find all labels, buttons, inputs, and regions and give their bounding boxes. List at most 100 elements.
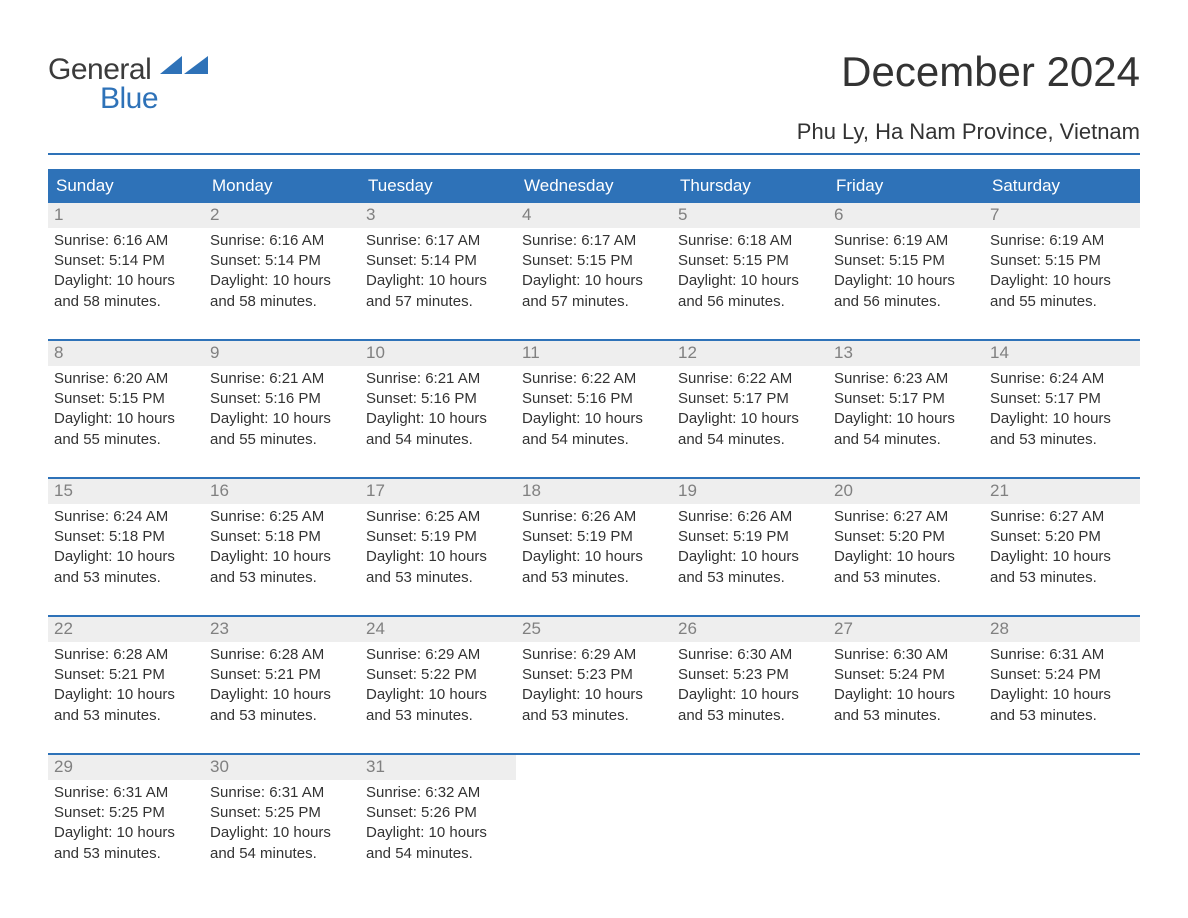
weekday-header-cell: Saturday — [984, 169, 1140, 203]
day-sunrise: Sunrise: 6:30 AM — [834, 645, 978, 665]
day-cell — [516, 755, 672, 873]
day-number: 24 — [360, 617, 516, 642]
day-dl2: and 53 minutes. — [522, 706, 666, 726]
day-number: 16 — [204, 479, 360, 504]
day-number — [672, 755, 828, 780]
day-cell: 15Sunrise: 6:24 AMSunset: 5:18 PMDayligh… — [48, 479, 204, 597]
week-row: 1Sunrise: 6:16 AMSunset: 5:14 PMDaylight… — [48, 203, 1140, 321]
day-number: 21 — [984, 479, 1140, 504]
day-body: Sunrise: 6:16 AMSunset: 5:14 PMDaylight:… — [204, 228, 360, 314]
day-sunset: Sunset: 5:16 PM — [366, 389, 510, 409]
day-body: Sunrise: 6:31 AMSunset: 5:24 PMDaylight:… — [984, 642, 1140, 728]
day-body: Sunrise: 6:24 AMSunset: 5:17 PMDaylight:… — [984, 366, 1140, 452]
day-dl2: and 54 minutes. — [210, 844, 354, 864]
day-sunrise: Sunrise: 6:21 AM — [366, 369, 510, 389]
day-cell: 5Sunrise: 6:18 AMSunset: 5:15 PMDaylight… — [672, 203, 828, 321]
location-subtitle: Phu Ly, Ha Nam Province, Vietnam — [48, 119, 1140, 155]
day-body: Sunrise: 6:28 AMSunset: 5:21 PMDaylight:… — [48, 642, 204, 728]
day-number: 7 — [984, 203, 1140, 228]
day-dl2: and 56 minutes. — [834, 292, 978, 312]
week-row: 15Sunrise: 6:24 AMSunset: 5:18 PMDayligh… — [48, 477, 1140, 597]
day-number: 30 — [204, 755, 360, 780]
day-cell: 22Sunrise: 6:28 AMSunset: 5:21 PMDayligh… — [48, 617, 204, 735]
day-cell: 29Sunrise: 6:31 AMSunset: 5:25 PMDayligh… — [48, 755, 204, 873]
day-cell: 6Sunrise: 6:19 AMSunset: 5:15 PMDaylight… — [828, 203, 984, 321]
day-number: 5 — [672, 203, 828, 228]
day-sunset: Sunset: 5:14 PM — [210, 251, 354, 271]
day-cell: 9Sunrise: 6:21 AMSunset: 5:16 PMDaylight… — [204, 341, 360, 459]
day-body: Sunrise: 6:26 AMSunset: 5:19 PMDaylight:… — [672, 504, 828, 590]
day-cell: 16Sunrise: 6:25 AMSunset: 5:18 PMDayligh… — [204, 479, 360, 597]
logo-text-blue: Blue — [100, 85, 158, 114]
day-dl2: and 53 minutes. — [54, 844, 198, 864]
day-body: Sunrise: 6:16 AMSunset: 5:14 PMDaylight:… — [48, 228, 204, 314]
day-number: 23 — [204, 617, 360, 642]
day-sunrise: Sunrise: 6:25 AM — [210, 507, 354, 527]
day-sunset: Sunset: 5:17 PM — [990, 389, 1134, 409]
day-cell: 19Sunrise: 6:26 AMSunset: 5:19 PMDayligh… — [672, 479, 828, 597]
day-dl2: and 54 minutes. — [834, 430, 978, 450]
day-dl2: and 54 minutes. — [522, 430, 666, 450]
calendar: SundayMondayTuesdayWednesdayThursdayFrid… — [48, 169, 1140, 873]
day-sunset: Sunset: 5:14 PM — [54, 251, 198, 271]
day-number: 25 — [516, 617, 672, 642]
day-sunset: Sunset: 5:25 PM — [210, 803, 354, 823]
day-body: Sunrise: 6:32 AMSunset: 5:26 PMDaylight:… — [360, 780, 516, 866]
day-body: Sunrise: 6:29 AMSunset: 5:23 PMDaylight:… — [516, 642, 672, 728]
day-dl2: and 58 minutes. — [210, 292, 354, 312]
day-cell: 8Sunrise: 6:20 AMSunset: 5:15 PMDaylight… — [48, 341, 204, 459]
day-dl2: and 53 minutes. — [678, 706, 822, 726]
day-number: 26 — [672, 617, 828, 642]
day-number: 3 — [360, 203, 516, 228]
day-dl1: Daylight: 10 hours — [522, 685, 666, 705]
day-number: 18 — [516, 479, 672, 504]
weekday-header-cell: Monday — [204, 169, 360, 203]
day-body: Sunrise: 6:17 AMSunset: 5:14 PMDaylight:… — [360, 228, 516, 314]
day-body: Sunrise: 6:23 AMSunset: 5:17 PMDaylight:… — [828, 366, 984, 452]
day-number — [516, 755, 672, 780]
day-sunrise: Sunrise: 6:22 AM — [678, 369, 822, 389]
day-sunrise: Sunrise: 6:30 AM — [678, 645, 822, 665]
day-sunrise: Sunrise: 6:26 AM — [522, 507, 666, 527]
day-dl1: Daylight: 10 hours — [366, 823, 510, 843]
day-dl1: Daylight: 10 hours — [210, 271, 354, 291]
weekday-header-cell: Sunday — [48, 169, 204, 203]
day-sunset: Sunset: 5:15 PM — [678, 251, 822, 271]
day-cell: 20Sunrise: 6:27 AMSunset: 5:20 PMDayligh… — [828, 479, 984, 597]
day-sunset: Sunset: 5:23 PM — [678, 665, 822, 685]
day-body: Sunrise: 6:18 AMSunset: 5:15 PMDaylight:… — [672, 228, 828, 314]
day-cell: 24Sunrise: 6:29 AMSunset: 5:22 PMDayligh… — [360, 617, 516, 735]
logo: General Blue — [48, 48, 208, 113]
day-sunset: Sunset: 5:21 PM — [54, 665, 198, 685]
day-body: Sunrise: 6:29 AMSunset: 5:22 PMDaylight:… — [360, 642, 516, 728]
day-sunset: Sunset: 5:17 PM — [834, 389, 978, 409]
day-dl1: Daylight: 10 hours — [522, 271, 666, 291]
day-dl2: and 57 minutes. — [366, 292, 510, 312]
day-dl1: Daylight: 10 hours — [366, 547, 510, 567]
day-dl1: Daylight: 10 hours — [834, 685, 978, 705]
week-row: 8Sunrise: 6:20 AMSunset: 5:15 PMDaylight… — [48, 339, 1140, 459]
day-sunrise: Sunrise: 6:25 AM — [366, 507, 510, 527]
day-cell: 4Sunrise: 6:17 AMSunset: 5:15 PMDaylight… — [516, 203, 672, 321]
day-number: 29 — [48, 755, 204, 780]
day-body: Sunrise: 6:21 AMSunset: 5:16 PMDaylight:… — [204, 366, 360, 452]
day-cell: 21Sunrise: 6:27 AMSunset: 5:20 PMDayligh… — [984, 479, 1140, 597]
day-body: Sunrise: 6:31 AMSunset: 5:25 PMDaylight:… — [48, 780, 204, 866]
day-dl2: and 53 minutes. — [834, 706, 978, 726]
day-number: 14 — [984, 341, 1140, 366]
day-dl2: and 54 minutes. — [678, 430, 822, 450]
day-number — [828, 755, 984, 780]
day-sunrise: Sunrise: 6:27 AM — [834, 507, 978, 527]
day-sunrise: Sunrise: 6:28 AM — [210, 645, 354, 665]
day-dl1: Daylight: 10 hours — [210, 685, 354, 705]
week-row: 29Sunrise: 6:31 AMSunset: 5:25 PMDayligh… — [48, 753, 1140, 873]
day-number: 27 — [828, 617, 984, 642]
day-dl1: Daylight: 10 hours — [678, 271, 822, 291]
day-dl1: Daylight: 10 hours — [366, 685, 510, 705]
day-body: Sunrise: 6:22 AMSunset: 5:17 PMDaylight:… — [672, 366, 828, 452]
day-sunset: Sunset: 5:20 PM — [834, 527, 978, 547]
day-body: Sunrise: 6:20 AMSunset: 5:15 PMDaylight:… — [48, 366, 204, 452]
day-sunrise: Sunrise: 6:31 AM — [54, 783, 198, 803]
day-dl2: and 53 minutes. — [366, 568, 510, 588]
day-sunset: Sunset: 5:22 PM — [366, 665, 510, 685]
